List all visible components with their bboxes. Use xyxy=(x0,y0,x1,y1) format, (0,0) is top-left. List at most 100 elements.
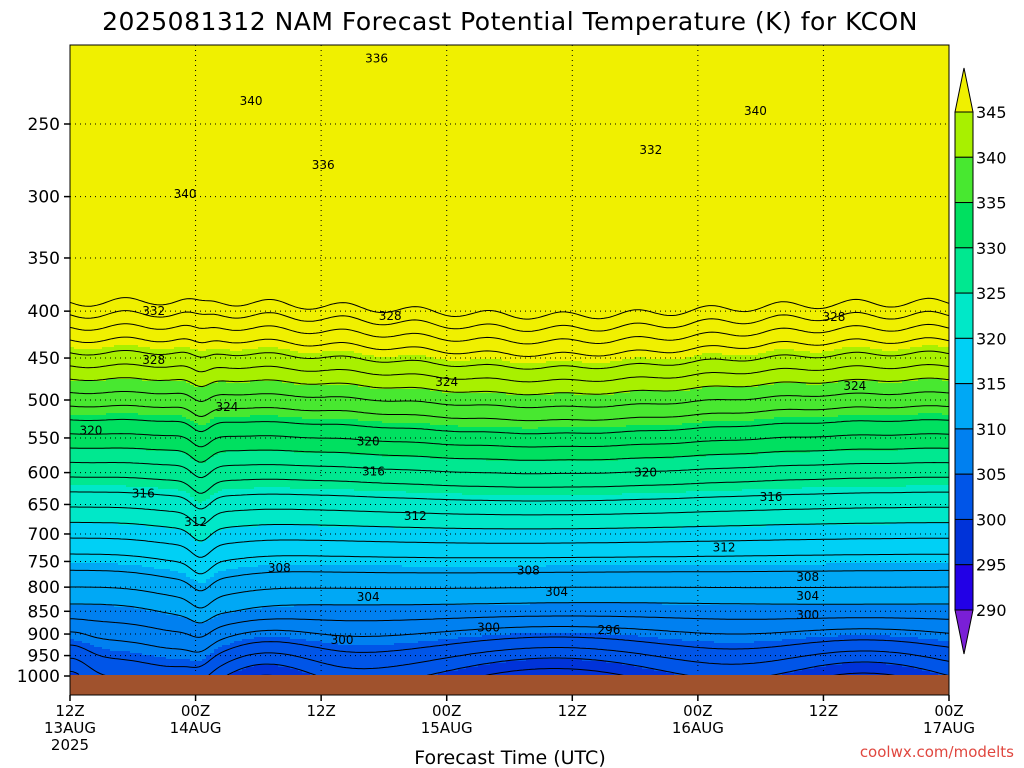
field-cell xyxy=(486,567,491,606)
field-cell xyxy=(74,563,79,606)
field-cell xyxy=(666,391,671,426)
field-cell xyxy=(930,449,935,486)
field-cell xyxy=(562,633,567,660)
field-cell xyxy=(478,637,483,666)
field-cell xyxy=(426,641,431,678)
field-cell xyxy=(338,351,343,386)
field-cell xyxy=(874,605,879,636)
field-cell xyxy=(770,385,775,420)
field-cell xyxy=(98,381,103,416)
field-cell xyxy=(226,613,231,646)
field-cell xyxy=(346,351,351,386)
field-cell xyxy=(842,605,847,636)
field-cell xyxy=(806,45,811,352)
field-cell xyxy=(654,459,659,494)
field-cell xyxy=(318,527,323,566)
field-cell xyxy=(842,45,847,348)
field-cell xyxy=(294,351,299,386)
field-cell xyxy=(810,637,815,670)
field-cell xyxy=(642,425,647,460)
field-cell xyxy=(778,605,783,642)
field-cell xyxy=(346,45,351,352)
field-cell xyxy=(838,563,843,606)
field-cell xyxy=(78,523,83,564)
field-cell xyxy=(70,563,75,606)
field-cell xyxy=(86,563,91,606)
field-cell xyxy=(650,603,655,638)
field-cell xyxy=(402,529,407,568)
field-cell xyxy=(130,525,135,566)
field-cell xyxy=(190,385,195,422)
field-cell xyxy=(454,425,459,460)
field-cell xyxy=(506,361,511,396)
colorbar-label: 305 xyxy=(976,465,1007,484)
field-cell xyxy=(114,379,119,414)
y-tick-label: 800 xyxy=(28,578,60,598)
field-cell xyxy=(394,457,399,492)
field-cell xyxy=(234,417,239,452)
field-cell xyxy=(930,413,935,450)
field-cell xyxy=(630,359,635,392)
field-cell xyxy=(94,415,99,450)
field-cell xyxy=(466,45,471,362)
field-cell xyxy=(198,543,203,584)
field-cell xyxy=(614,361,619,394)
field-cell xyxy=(442,493,447,530)
field-cell xyxy=(362,565,367,606)
field-cell xyxy=(262,487,267,526)
field-cell xyxy=(170,615,175,660)
field-cell xyxy=(414,457,419,494)
field-cell xyxy=(778,525,783,566)
field-cell xyxy=(202,351,207,388)
field-cell xyxy=(290,351,295,384)
field-cell xyxy=(418,529,423,568)
field-cell xyxy=(194,501,199,542)
field-cell xyxy=(718,455,723,492)
field-cell xyxy=(654,493,659,530)
field-cell xyxy=(422,529,427,568)
field-cell xyxy=(790,639,795,674)
field-cell xyxy=(694,423,699,458)
field-cell xyxy=(694,605,699,642)
field-cell xyxy=(482,45,487,360)
field-cell xyxy=(438,567,443,606)
field-cell xyxy=(274,347,279,382)
field-cell xyxy=(902,415,907,450)
field-cell xyxy=(146,527,151,568)
field-cell xyxy=(266,415,271,452)
field-cell xyxy=(198,623,203,662)
field-cell xyxy=(446,393,451,426)
field-cell xyxy=(862,487,867,526)
field-cell xyxy=(862,381,867,416)
field-cell xyxy=(302,453,307,490)
colorbar-label: 310 xyxy=(976,420,1007,439)
field-cell xyxy=(338,605,343,646)
field-cell xyxy=(838,349,843,382)
field-cell xyxy=(858,563,863,606)
field-cell xyxy=(134,525,139,566)
field-cell xyxy=(166,529,171,570)
field-cell xyxy=(322,643,327,680)
field-cell xyxy=(302,639,307,674)
field-cell xyxy=(694,527,699,566)
field-cell xyxy=(186,45,191,348)
field-cell xyxy=(262,381,267,416)
field-cell xyxy=(266,607,271,638)
field-cell xyxy=(510,633,515,662)
field-cell xyxy=(462,393,467,428)
field-cell xyxy=(702,641,707,680)
field-cell xyxy=(102,381,107,416)
field-cell xyxy=(822,45,827,352)
contour-line-302 xyxy=(70,647,949,677)
field-cell xyxy=(842,525,847,564)
field-cell xyxy=(102,347,107,382)
field-cell xyxy=(578,529,583,566)
field-cell xyxy=(450,393,455,426)
field-cell xyxy=(190,459,195,498)
field-cell xyxy=(290,607,295,640)
field-cell xyxy=(122,651,127,695)
field-cell xyxy=(942,449,947,486)
field-cell xyxy=(562,427,567,462)
field-cell xyxy=(698,605,703,642)
field-cell xyxy=(466,393,471,428)
